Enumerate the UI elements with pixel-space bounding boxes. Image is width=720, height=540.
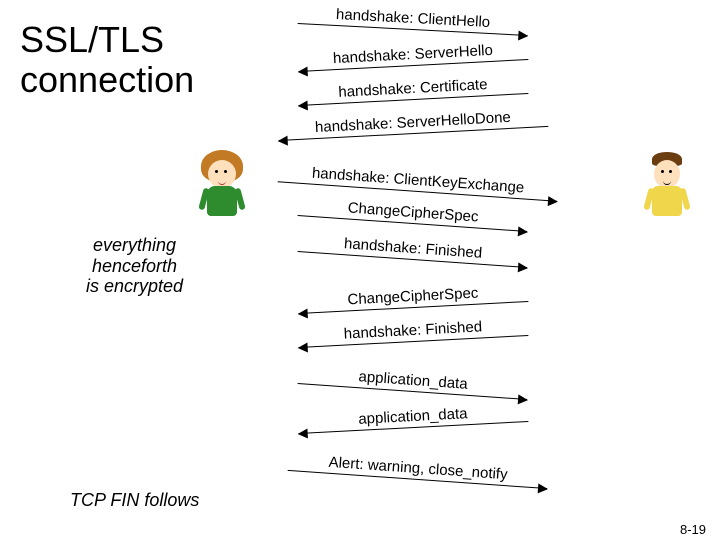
message-arrow: handshake: Certificate <box>298 74 529 106</box>
message-arrow: handshake: ServerHello <box>298 40 529 72</box>
server-actor-icon <box>635 150 699 230</box>
note-tcp-fin: TCP FIN follows <box>70 490 199 511</box>
note-line: henceforth <box>86 256 183 277</box>
message-arrow: application_data <box>298 402 529 434</box>
client-actor-icon <box>190 150 254 230</box>
message-arrow: handshake: Finished <box>298 316 529 348</box>
note-encrypted: everything henceforth is encrypted <box>86 235 183 297</box>
title-line-1: SSL/TLS <box>20 20 194 60</box>
message-arrow: application_data <box>298 364 529 400</box>
message-label: handshake: ClientKeyExchange <box>278 162 559 198</box>
note-line: is encrypted <box>86 276 183 297</box>
title-line-2: connection <box>20 60 194 100</box>
message-arrow: handshake: ServerHelloDone <box>278 107 549 141</box>
message-arrow: handshake: ClientKeyExchange <box>278 162 559 201</box>
message-arrow: ChangeCipherSpec <box>298 196 529 232</box>
message-label: Alert: warning, close_notify <box>288 451 549 486</box>
message-arrow: ChangeCipherSpec <box>298 282 529 314</box>
page-title: SSL/TLS connection <box>20 20 194 99</box>
message-arrow: handshake: Finished <box>298 232 529 268</box>
page-number: 8-19 <box>680 522 706 537</box>
message-arrow: Alert: warning, close_notify <box>288 451 549 489</box>
message-arrow: handshake: ClientHello <box>298 4 529 36</box>
note-line: everything <box>86 235 183 256</box>
